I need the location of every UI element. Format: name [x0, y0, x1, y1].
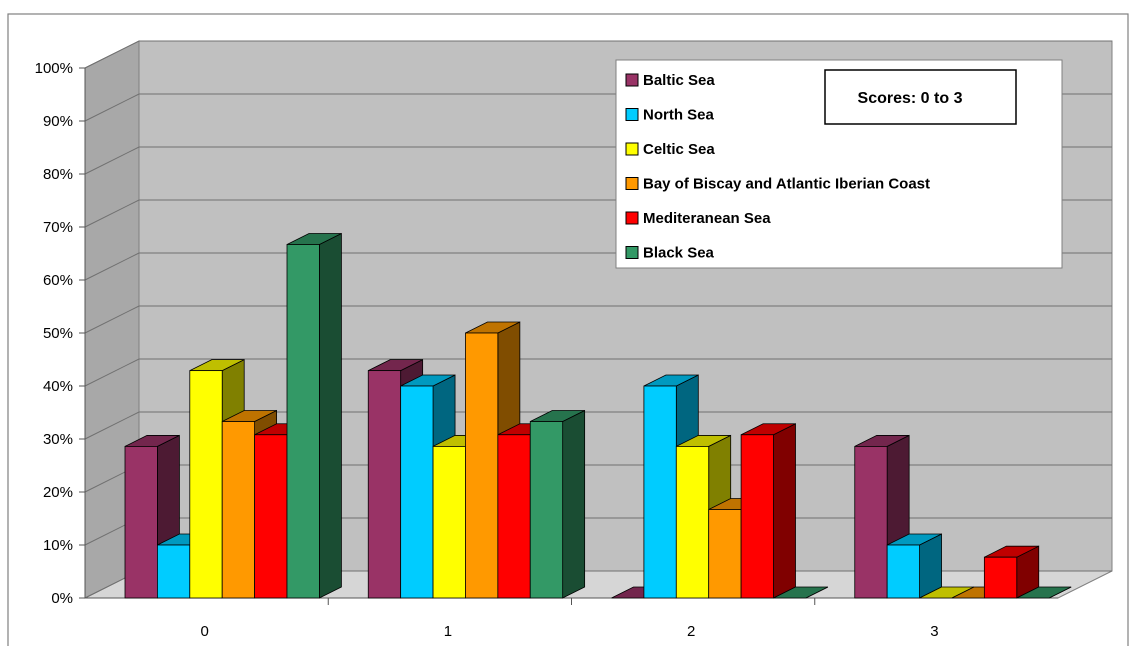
bar-front [643, 385, 677, 599]
legend-swatch [625, 246, 639, 259]
legend-swatch [625, 177, 639, 190]
bar-front [740, 434, 774, 599]
legend-item: Baltic Sea [625, 72, 715, 89]
legend-label: North Sea [643, 107, 715, 124]
legend-item: Black Sea [625, 245, 715, 262]
bar-front [675, 446, 710, 599]
bar-front [189, 370, 223, 599]
x-category-label: 1 [444, 623, 452, 640]
bar-side [318, 232, 342, 599]
y-tick-label: 90% [43, 113, 73, 130]
y-tick-label: 70% [43, 219, 73, 236]
legend: Baltic Sea North Sea Celtic Sea Bay of Bisc… [615, 59, 1063, 269]
legend-label: Celtic Sea [643, 141, 715, 158]
bar-front [367, 370, 402, 599]
y-tick-label: 0% [51, 590, 73, 607]
bar [1016, 586, 1072, 599]
bar-front [124, 446, 158, 599]
y-tick-label: 80% [43, 166, 73, 183]
bar-front [156, 544, 191, 599]
bar-front [708, 509, 742, 599]
bar [286, 232, 342, 599]
bar-front [886, 544, 920, 599]
y-tick-label: 50% [43, 325, 73, 342]
legend-label: Black Sea [643, 245, 715, 262]
x-category-label: 3 [930, 623, 938, 640]
legend-swatch [625, 108, 639, 121]
legend-swatch [625, 142, 639, 156]
legend-item: Celtic Sea [625, 141, 715, 158]
annotation-box [824, 69, 1017, 125]
bar-front [254, 434, 288, 599]
legend-item: Mediteranean Sea [625, 210, 771, 227]
bar [529, 409, 586, 599]
bar-front [221, 421, 255, 599]
bar-front [432, 446, 466, 599]
bar [740, 423, 796, 599]
legend-item: Bay of Biscay and Atlantic Iberian Coast [625, 176, 930, 193]
legend-swatch [625, 211, 639, 225]
y-tick-label: 100% [35, 60, 73, 77]
x-axis-categories: 0 1 2 3 [200, 598, 939, 640]
legend-label: Mediteranean Sea [643, 210, 771, 227]
legend-label: Bay of Biscay and Atlantic Iberian Coast [643, 176, 930, 193]
y-tick-label: 40% [43, 378, 73, 395]
legend-label: Baltic Sea [643, 72, 715, 89]
x-category-label: 2 [687, 623, 695, 640]
legend-swatch [625, 73, 639, 87]
bar-front [286, 244, 320, 599]
bar-side [773, 423, 796, 599]
bar [886, 533, 942, 599]
bar-front [529, 421, 564, 599]
bar [773, 586, 829, 599]
bar-top [773, 586, 829, 599]
y-tick-label: 60% [43, 272, 73, 289]
bar [983, 545, 1040, 599]
gridline [84, 305, 1112, 334]
gridline [84, 40, 1112, 69]
y-tick-label: 30% [43, 431, 73, 448]
gridline [84, 411, 1112, 440]
annotation-text: Scores: 0 to 3 [858, 90, 963, 107]
bar-front [400, 385, 434, 599]
bar-top [1016, 586, 1072, 599]
bar-front [465, 332, 499, 599]
legend-item: North Sea [625, 107, 715, 124]
x-category-label: 0 [200, 623, 208, 640]
bar-front [497, 434, 531, 599]
bar-side [562, 409, 586, 599]
bars [124, 232, 1072, 599]
bar-front [854, 446, 888, 599]
y-tick-label: 20% [43, 484, 73, 501]
gridline [84, 358, 1112, 387]
y-tick-label: 10% [43, 537, 73, 554]
bar-front [983, 556, 1018, 599]
